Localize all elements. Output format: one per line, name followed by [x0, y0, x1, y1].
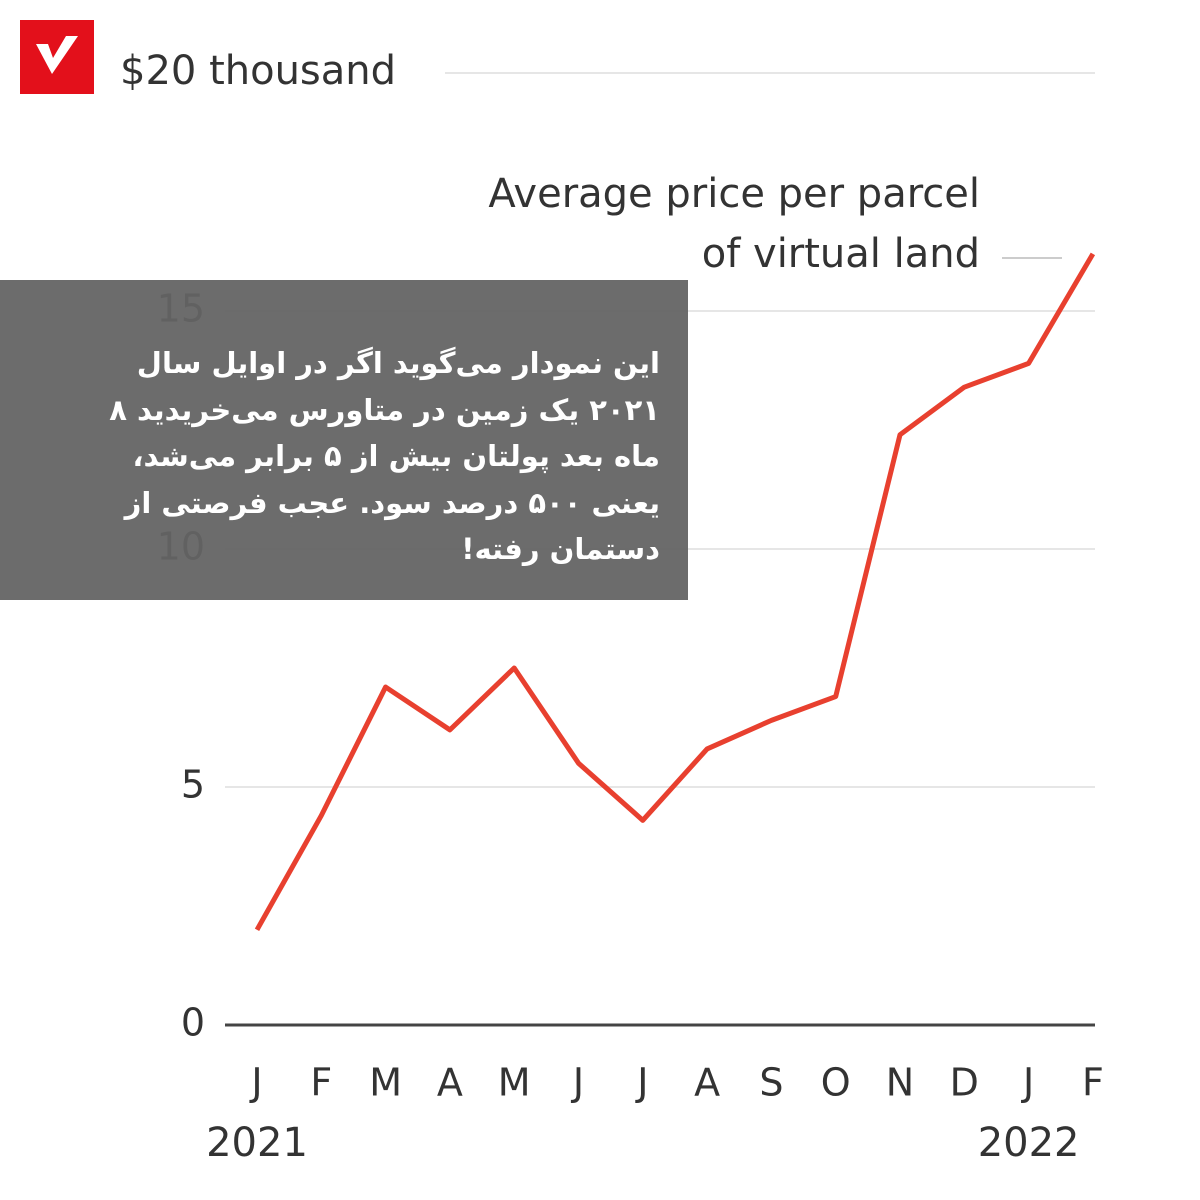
x-tick-label: O	[821, 1061, 851, 1105]
plot	[254, 252, 1096, 932]
year-label: 2021	[206, 1120, 308, 1166]
x-tick-label: N	[886, 1061, 914, 1105]
x-tick-label: A	[437, 1061, 463, 1105]
caption-overlay: این نمودار می‌گوید اگر در اوایل سال ۲۰۲۱ …	[0, 280, 688, 600]
x-tick-label: S	[759, 1061, 783, 1105]
caption-line: یعنی ۵۰۰ درصد سود. عجب فرصتی از	[124, 485, 660, 520]
x-tick-label: F	[1082, 1061, 1104, 1105]
caption-line: این نمودار می‌گوید اگر در اوایل سال	[136, 346, 660, 380]
x-tick-label: J	[635, 1061, 648, 1105]
y-tick-label: $20 thousand	[120, 48, 396, 94]
annotation: of virtual land	[702, 231, 980, 277]
x-tick-label: A	[694, 1061, 720, 1105]
y-tick-label: 0	[181, 1001, 205, 1045]
caption-line: دستمان رفته!	[461, 532, 660, 566]
annotation: Average price per parcel	[488, 171, 980, 217]
x-tick-label: F	[310, 1061, 332, 1105]
x-tick-label: J	[1021, 1061, 1034, 1105]
year-label: 2022	[978, 1120, 1080, 1166]
y-tick-label: 5	[181, 763, 205, 807]
x-tick-label: J	[571, 1061, 584, 1105]
x-tick-label: M	[498, 1061, 531, 1105]
x-tick-label: D	[950, 1061, 979, 1105]
caption-line: ماه بعد پولتان بیش از ۵ برابر می‌شد،	[132, 439, 660, 473]
logo-check	[36, 36, 78, 74]
x-tick-label: J	[249, 1061, 262, 1105]
line	[254, 252, 1096, 932]
x-tick-label: M	[369, 1061, 402, 1105]
caption-line: ۲۰۲۱ یک زمین در متاورس می‌خریدید ۸	[109, 392, 660, 427]
